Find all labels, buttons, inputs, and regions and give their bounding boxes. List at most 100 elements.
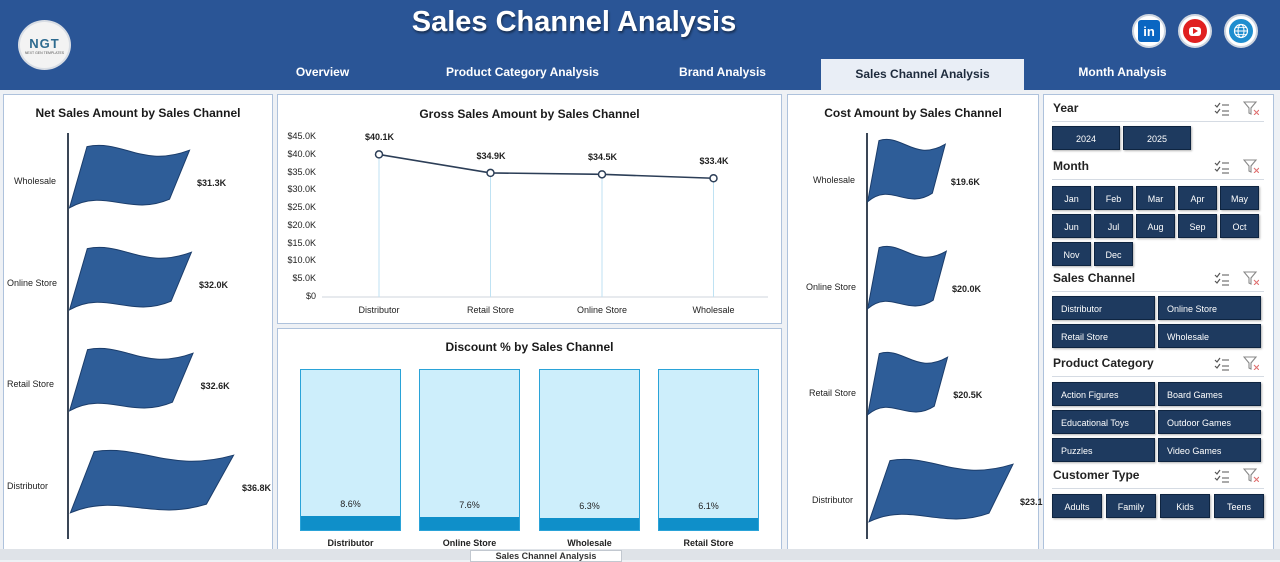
net-sales-value-label: $36.8K xyxy=(242,483,272,493)
gross-x-tick: Wholesale xyxy=(692,305,735,315)
cost-category-label: Retail Store xyxy=(809,388,857,398)
slicer-title-category: Product Category xyxy=(1053,356,1154,370)
slicer-divider xyxy=(1052,488,1264,489)
gross-sales-line-chart xyxy=(322,150,768,298)
slicer-option-category[interactable]: Educational Toys xyxy=(1052,410,1155,434)
gross-sales-panel: Gross Sales Amount by Sales Channel $45.… xyxy=(277,94,782,324)
cost-axis xyxy=(866,133,868,539)
discount-x-tick: Retail Store xyxy=(683,538,734,548)
discount-bar-fill xyxy=(540,518,639,530)
discount-bar-fill xyxy=(659,518,758,530)
cost-title: Cost Amount by Sales Channel xyxy=(824,106,1002,120)
tab-sales-channel-analysis[interactable]: Sales Channel Analysis xyxy=(821,59,1024,90)
slicer-option-channel[interactable]: Wholesale xyxy=(1158,324,1261,348)
logo-subtext: NEXT GEN TEMPLATES xyxy=(24,50,65,55)
slicer-option-month[interactable]: Nov xyxy=(1052,242,1091,266)
net-sales-value-label: $31.3K xyxy=(197,178,227,188)
discount-panel: Discount % by Sales Channel 8.6% Distribu… xyxy=(277,328,782,554)
cost-flag-bar xyxy=(866,351,949,417)
page-title: Sales Channel Analysis xyxy=(411,6,737,38)
discount-bar-fill xyxy=(301,516,400,530)
gross-y-tick: $20.0K xyxy=(287,219,316,230)
clear-filter-icon[interactable] xyxy=(1243,356,1259,370)
net-sales-flag-bar xyxy=(68,348,194,412)
slicer-option-customer[interactable]: Teens xyxy=(1214,494,1264,518)
discount-x-tick: Wholesale xyxy=(567,538,612,548)
tab-overview[interactable]: Overview xyxy=(295,65,350,79)
cost-value-label: $20.5K xyxy=(953,390,983,400)
slicer-option-month[interactable]: Jan xyxy=(1052,186,1091,210)
net-sales-category-label: Wholesale xyxy=(14,176,57,186)
slicer-option-month[interactable]: Dec xyxy=(1094,242,1133,266)
gross-x-tick: Online Store xyxy=(576,305,628,315)
multi-select-icon[interactable] xyxy=(1214,357,1230,371)
discount-value-label: 6.1% xyxy=(698,501,719,512)
sheet-tab-strip xyxy=(0,549,1280,560)
sheet-tab-sales-channel-analysis[interactable]: Sales Channel Analysis xyxy=(470,550,622,562)
slicer-option-customer[interactable]: Family xyxy=(1106,494,1156,518)
slicer-option-channel[interactable]: Retail Store xyxy=(1052,324,1155,348)
web-icon[interactable] xyxy=(1224,14,1258,48)
net-sales-category-label: Online Store xyxy=(7,278,58,288)
clear-filter-icon[interactable] xyxy=(1243,159,1259,173)
multi-select-icon[interactable] xyxy=(1214,272,1230,286)
header-bar: NGT NEXT GEN TEMPLATES Sales Channel Ana… xyxy=(0,0,1280,90)
cost-category-label: Wholesale xyxy=(813,175,856,185)
slicer-option-category[interactable]: Action Figures xyxy=(1052,382,1155,406)
slicer-divider xyxy=(1052,376,1264,377)
slicer-option-customer[interactable]: Kids xyxy=(1160,494,1210,518)
net-sales-panel: Net Sales Amount by Sales Channel Wholes… xyxy=(3,94,273,554)
slicer-option-month[interactable]: May xyxy=(1220,186,1259,210)
discount-bar xyxy=(419,369,520,531)
clear-filter-icon[interactable] xyxy=(1243,271,1259,285)
slicer-option-year[interactable]: 2025 xyxy=(1123,126,1191,150)
company-logo: NGT NEXT GEN TEMPLATES xyxy=(18,20,71,70)
slicer-divider xyxy=(1052,179,1264,180)
slicer-option-month[interactable]: Oct xyxy=(1220,214,1259,238)
slicer-option-category[interactable]: Video Games xyxy=(1158,438,1261,462)
slicer-title-month: Month xyxy=(1053,159,1089,173)
gross-y-tick: $25.0K xyxy=(287,202,316,213)
multi-select-icon[interactable] xyxy=(1214,469,1230,483)
cost-value-label: $19.6K xyxy=(950,177,980,187)
slicer-option-channel[interactable]: Online Store xyxy=(1158,296,1261,320)
tab-brand-analysis[interactable]: Brand Analysis xyxy=(679,65,766,79)
linkedin-icon[interactable]: in xyxy=(1132,14,1166,48)
tab-product-category-analysis[interactable]: Product Category Analysis xyxy=(446,65,599,79)
slicer-title-customer: Customer Type xyxy=(1053,468,1140,482)
discount-value-label: 8.6% xyxy=(340,499,361,509)
slicer-option-month[interactable]: Sep xyxy=(1178,214,1217,238)
slicer-option-month[interactable]: Jul xyxy=(1094,214,1133,238)
slicer-option-customer[interactable]: Adults xyxy=(1052,494,1102,518)
gross-data-label: $34.9K xyxy=(476,150,506,161)
slicer-option-month[interactable]: Mar xyxy=(1136,186,1175,210)
clear-filter-icon[interactable] xyxy=(1243,101,1259,115)
slicer-option-category[interactable]: Board Games xyxy=(1158,382,1261,406)
gross-data-point xyxy=(374,150,384,159)
slicer-option-channel[interactable]: Distributor xyxy=(1052,296,1155,320)
multi-select-icon[interactable] xyxy=(1214,160,1230,174)
discount-bar xyxy=(658,369,759,531)
discount-bar xyxy=(300,369,401,531)
net-sales-flag-bar xyxy=(69,450,235,514)
slicer-option-month[interactable]: Apr xyxy=(1178,186,1217,210)
youtube-icon[interactable] xyxy=(1178,14,1212,48)
discount-bar xyxy=(539,369,640,531)
slicer-option-category[interactable]: Outdoor Games xyxy=(1158,410,1261,434)
slicer-option-month[interactable]: Feb xyxy=(1094,186,1133,210)
net-sales-flag-bar xyxy=(68,145,191,209)
gross-data-label: $40.1K xyxy=(365,132,395,143)
slicer-option-year[interactable]: 2024 xyxy=(1052,126,1120,150)
clear-filter-icon[interactable] xyxy=(1243,468,1259,482)
multi-select-icon[interactable] xyxy=(1214,102,1230,116)
discount-x-tick: Distributor xyxy=(327,538,374,548)
cost-panel: Cost Amount by Sales Channel Wholesale $1… xyxy=(787,94,1049,554)
gross-y-tick: $30.0K xyxy=(287,184,316,195)
tab-month-analysis[interactable]: Month Analysis xyxy=(1078,65,1167,79)
slicer-option-category[interactable]: Puzzles xyxy=(1052,438,1155,462)
slicer-title-year: Year xyxy=(1053,101,1079,115)
slicer-option-month[interactable]: Aug xyxy=(1136,214,1175,238)
linkedin-glyph: in xyxy=(1138,20,1160,42)
net-sales-category-label: Retail Store xyxy=(7,379,55,389)
slicer-option-month[interactable]: Jun xyxy=(1052,214,1091,238)
